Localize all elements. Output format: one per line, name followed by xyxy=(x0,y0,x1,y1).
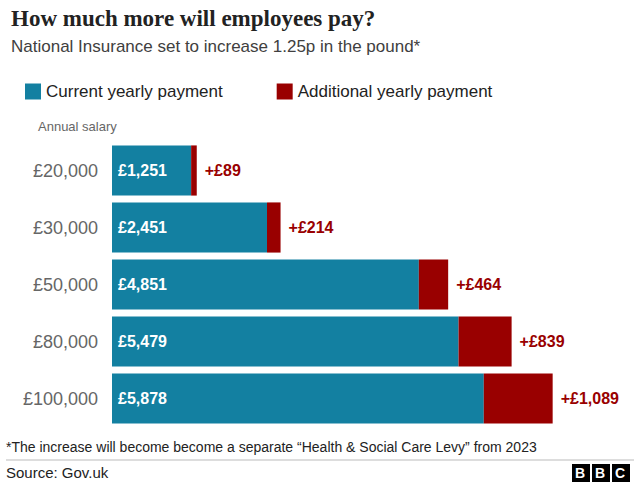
svg-text:£20,000: £20,000 xyxy=(33,161,98,181)
svg-text:National Insurance set to incr: National Insurance set to increase 1.25p… xyxy=(11,37,421,56)
svg-text:Annual salary: Annual salary xyxy=(38,119,117,134)
svg-text:*The increase will become beco: *The increase will become become a separ… xyxy=(6,439,537,455)
svg-text:£30,000: £30,000 xyxy=(33,218,98,238)
svg-text:£1,251: £1,251 xyxy=(118,162,167,179)
svg-text:£2,451: £2,451 xyxy=(118,219,167,236)
svg-text:How much more will employees p: How much more will employees pay? xyxy=(11,6,375,31)
svg-text:Source: Gov.uk: Source: Gov.uk xyxy=(6,464,109,481)
svg-text:Current yearly payment: Current yearly payment xyxy=(46,82,223,101)
svg-text:£4,851: £4,851 xyxy=(118,276,167,293)
svg-text:Additional yearly payment: Additional yearly payment xyxy=(298,82,493,101)
svg-text:£50,000: £50,000 xyxy=(33,275,98,295)
svg-text:C: C xyxy=(615,465,625,481)
svg-text:£100,000: £100,000 xyxy=(23,389,98,409)
svg-text:+£464: +£464 xyxy=(456,276,501,293)
svg-text:£5,479: £5,479 xyxy=(118,333,167,350)
svg-text:+£89: +£89 xyxy=(205,162,241,179)
svg-text:B: B xyxy=(575,465,585,481)
svg-text:B: B xyxy=(595,465,605,481)
svg-text:£5,878: £5,878 xyxy=(118,390,167,407)
svg-text:£80,000: £80,000 xyxy=(33,332,98,352)
svg-text:+£214: +£214 xyxy=(289,219,334,236)
svg-text:+£839: +£839 xyxy=(520,333,565,350)
svg-text:+£1,089: +£1,089 xyxy=(561,390,619,407)
